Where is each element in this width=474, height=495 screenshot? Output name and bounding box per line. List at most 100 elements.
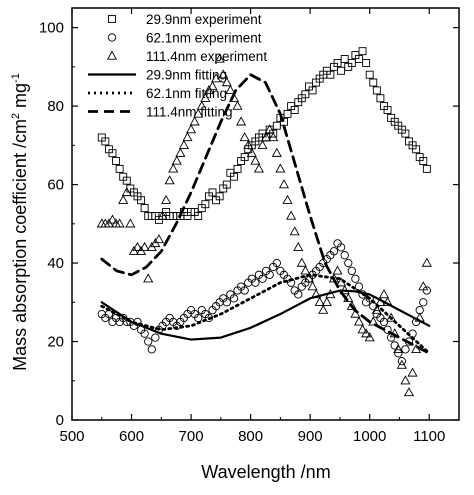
data-point <box>139 241 150 252</box>
data-point <box>101 137 110 146</box>
data-point <box>121 186 132 197</box>
data-point <box>258 274 267 283</box>
data-point <box>140 329 149 338</box>
data-point <box>390 341 399 350</box>
data-point <box>347 266 356 276</box>
y-axis-title: Mass absorption coefficient /cm2 mg-1 <box>10 73 30 371</box>
y-axis-title-mid: mg <box>10 83 30 113</box>
data-point <box>207 81 218 91</box>
data-point <box>403 387 415 397</box>
series-circle-points <box>97 239 431 366</box>
data-point <box>308 86 317 95</box>
data-point <box>365 70 374 79</box>
y-axis-title-sup1: 2 <box>10 113 22 119</box>
plot-frame <box>71 7 460 421</box>
data-point <box>236 116 247 126</box>
series-dotted-line <box>100 273 431 355</box>
data-point <box>250 155 261 165</box>
data-point <box>114 218 125 228</box>
x-tick-label: 700 <box>179 428 204 445</box>
data-point <box>357 324 368 334</box>
data-point <box>272 121 281 130</box>
data-point <box>282 194 293 204</box>
data-point <box>201 200 210 209</box>
data-point <box>118 194 129 204</box>
legend-label: 111.4nm fitting <box>146 105 233 120</box>
y-axis-title-main: Mass absorption coefficient /cm <box>10 119 30 371</box>
legend-label: 29.9nm experiment <box>146 12 262 27</box>
data-point <box>422 286 431 295</box>
data-point <box>151 333 160 342</box>
data-point <box>422 164 431 173</box>
data-point <box>401 129 410 138</box>
data-point <box>253 163 265 173</box>
data-point <box>204 313 214 323</box>
data-point <box>164 175 175 185</box>
legend-marker <box>107 33 117 42</box>
data-point <box>240 153 249 162</box>
legend-label: 111.4nm experiment <box>146 49 267 64</box>
data-point <box>225 84 236 95</box>
data-point <box>419 157 428 165</box>
data-point <box>161 194 172 204</box>
x-tick-label: 1100 <box>413 428 445 445</box>
data-point <box>293 241 304 252</box>
data-point <box>193 108 204 118</box>
data-point <box>157 210 168 220</box>
data-point <box>251 278 260 287</box>
axes-layer: 500 600 700 800 900 1000 1100 0 20 40 60 80 100 <box>39 7 460 445</box>
legend-label: 29.9nm fitting <box>146 68 227 83</box>
data-point <box>394 349 403 358</box>
data-point <box>351 274 360 283</box>
data-point <box>314 296 325 306</box>
data-point <box>221 77 232 87</box>
legend-marker <box>108 15 116 23</box>
data-point <box>376 94 385 103</box>
data-point <box>269 129 278 138</box>
data-point <box>186 124 197 134</box>
data-point <box>240 286 249 295</box>
data-point <box>383 106 392 114</box>
data-point <box>222 180 231 189</box>
data-point <box>303 273 315 283</box>
data-point <box>294 290 303 299</box>
data-point <box>261 132 272 142</box>
data-point <box>257 139 268 149</box>
data-point <box>393 343 404 354</box>
data-point <box>214 53 225 63</box>
data-point <box>283 109 292 118</box>
data-point <box>222 298 231 307</box>
data-point <box>371 304 382 314</box>
data-point <box>290 106 299 114</box>
data-point <box>289 226 300 236</box>
data-point <box>321 296 332 306</box>
data-point <box>419 298 428 307</box>
legend-entry: 62.1nm fitting <box>88 86 227 101</box>
data-point <box>275 163 286 173</box>
data-point <box>108 149 117 158</box>
data-point <box>307 281 318 291</box>
data-point <box>115 164 124 173</box>
y-tick-label: 60 <box>47 177 64 194</box>
data-point <box>296 257 307 267</box>
data-point <box>107 214 118 224</box>
data-point <box>364 332 375 342</box>
data-point <box>178 139 189 149</box>
data-point <box>271 147 282 157</box>
data-point <box>418 281 429 291</box>
y-tick-label: 0 <box>56 412 64 429</box>
data-point <box>362 58 371 67</box>
legend: 29.9nm experiment 62.1nm experiment 111.4n… <box>88 12 267 120</box>
y-tick-label: 100 <box>39 20 64 37</box>
data-point <box>318 304 329 314</box>
data-point <box>122 176 131 185</box>
legend-label: 62.1nm fitting <box>146 86 227 101</box>
data-point <box>361 328 372 338</box>
data-point <box>175 147 186 157</box>
data-point <box>143 273 154 283</box>
y-tick-label: 40 <box>47 255 64 272</box>
data-point <box>189 116 200 126</box>
legend-entry: 111.4nm fitting <box>88 105 233 120</box>
data-point <box>147 345 156 354</box>
data-point <box>329 247 339 256</box>
